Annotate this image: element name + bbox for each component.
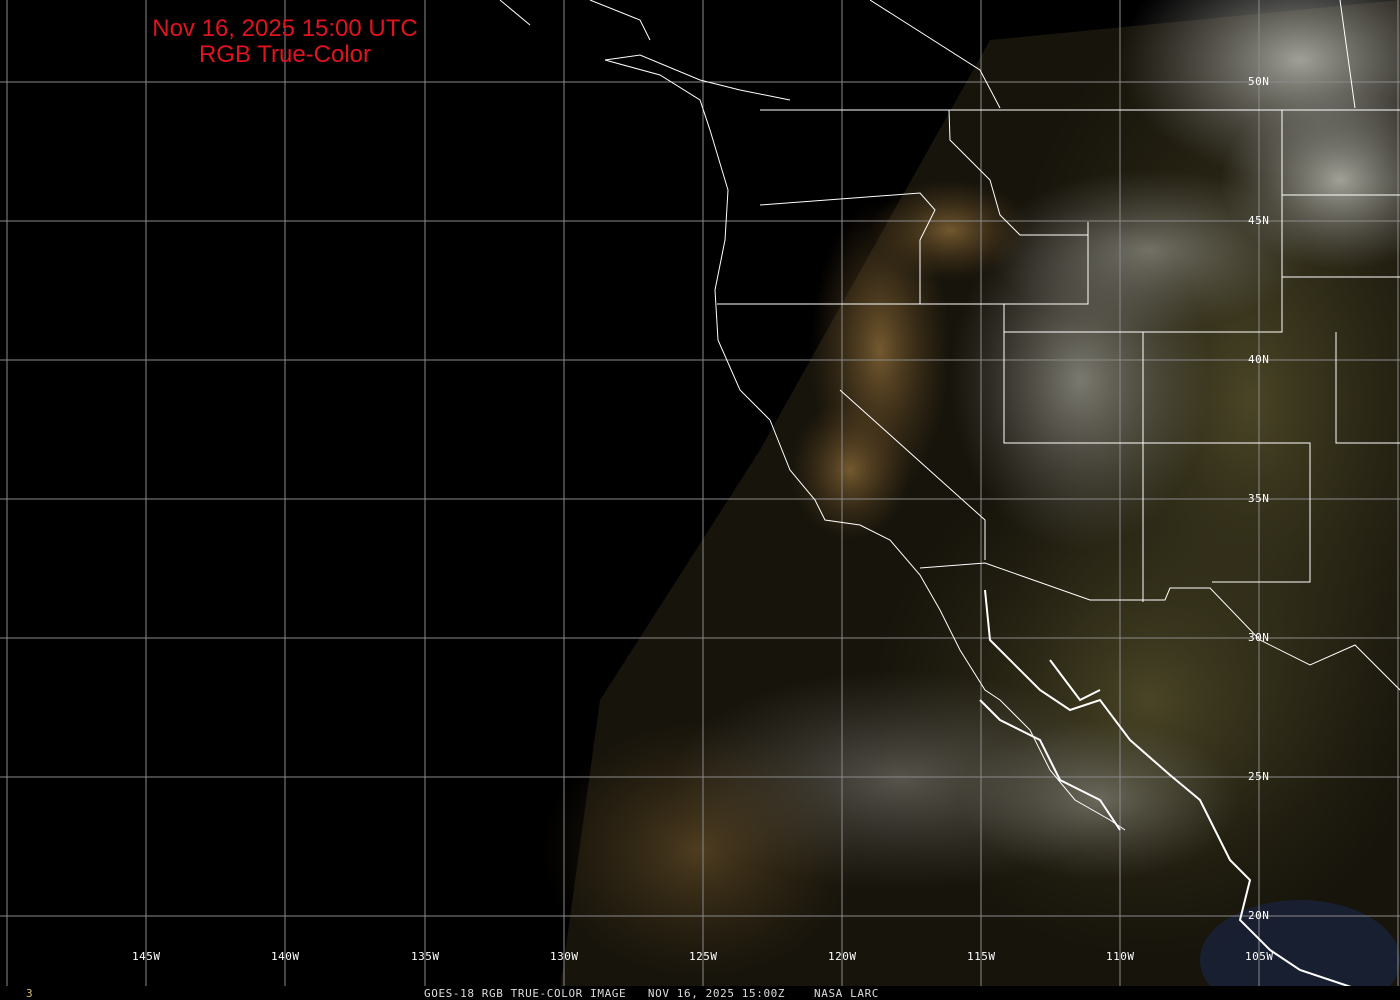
latitude-label: 50N <box>1248 75 1270 88</box>
coastline-mexico <box>984 589 1361 991</box>
longitude-label: 120W <box>828 950 857 963</box>
latitude-label: 45N <box>1248 214 1270 227</box>
longitude-label: 110W <box>1106 950 1135 963</box>
latitude-label: 25N <box>1248 770 1270 783</box>
latitude-label: 40N <box>1248 353 1270 366</box>
coastline-gulf-of-california <box>979 659 1121 831</box>
latitude-label: 30N <box>1248 631 1270 644</box>
image-product-title: RGB True-Color <box>198 41 372 68</box>
latitude-label: 20N <box>1248 909 1270 922</box>
longitude-label: 145W <box>132 950 161 963</box>
frame-number: 3 <box>26 987 33 1000</box>
longitude-label: 130W <box>550 950 579 963</box>
longitude-label: 140W <box>271 950 300 963</box>
latitude-label: 35N <box>1248 492 1270 505</box>
image-caption: GOES-18 RGB TRUE-COLOR IMAGE NOV 16, 202… <box>424 987 880 1000</box>
image-timestamp-title: Nov 16, 2025 15:00 UTC <box>152 15 418 42</box>
state-borders <box>717 109 1400 691</box>
footer-bar <box>0 986 1400 1000</box>
longitude-label: 135W <box>411 950 440 963</box>
longitude-label: 105W <box>1245 950 1274 963</box>
coastline-and-borders <box>499 0 1400 991</box>
longitude-label: 125W <box>689 950 718 963</box>
canada-coast <box>499 0 1356 109</box>
coastline-pacific <box>604 59 1126 831</box>
longitude-label: 115W <box>967 950 996 963</box>
